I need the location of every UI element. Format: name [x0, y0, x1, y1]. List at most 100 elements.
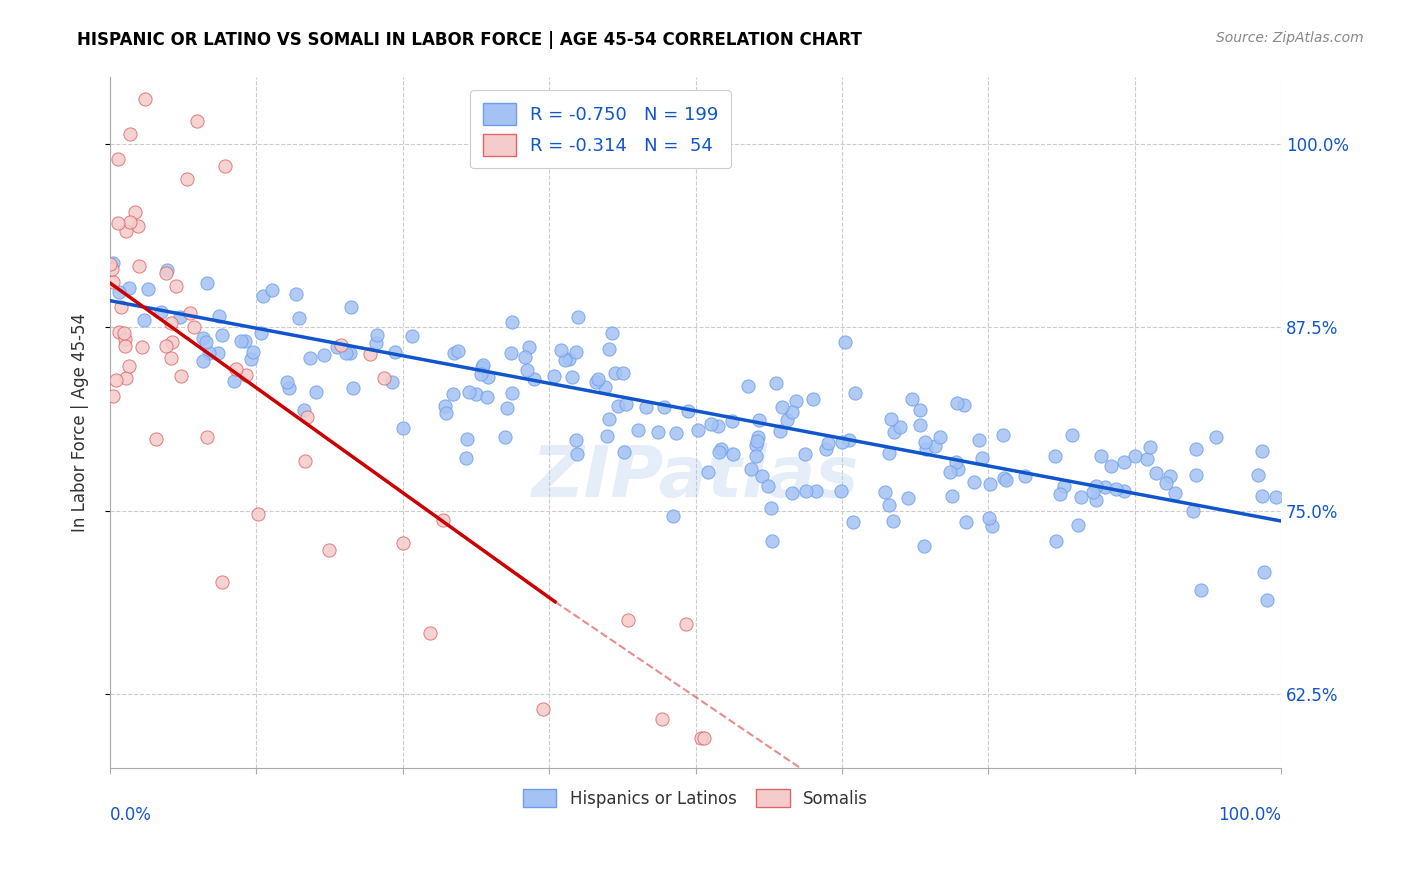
Point — [946, 396, 969, 410]
Point — [675, 617, 697, 632]
Text: 0.0%: 0.0% — [110, 805, 152, 823]
Point — [939, 465, 962, 479]
Point — [1139, 440, 1161, 454]
Point — [1085, 493, 1108, 508]
Point — [392, 420, 415, 434]
Point — [229, 334, 252, 349]
Point — [160, 316, 183, 330]
Point — [1154, 475, 1177, 490]
Point — [401, 329, 423, 343]
Point — [494, 430, 516, 444]
Point — [103, 389, 125, 403]
Point — [676, 404, 699, 418]
Point — [366, 328, 388, 343]
Point — [765, 376, 787, 390]
Point — [1060, 428, 1083, 442]
Point — [191, 354, 214, 368]
Point — [443, 346, 465, 360]
Point — [700, 417, 723, 432]
Point — [207, 346, 229, 360]
Point — [955, 515, 977, 529]
Point — [118, 359, 141, 373]
Point — [877, 446, 900, 460]
Point — [693, 731, 716, 746]
Point — [565, 344, 588, 359]
Point — [585, 375, 607, 389]
Point — [292, 402, 315, 417]
Point — [1250, 489, 1272, 503]
Point — [1084, 479, 1107, 493]
Point — [991, 428, 1014, 442]
Point — [295, 409, 318, 424]
Point — [963, 475, 986, 490]
Point — [972, 450, 994, 465]
Point — [194, 334, 217, 349]
Point — [662, 508, 685, 523]
Point — [531, 702, 554, 716]
Point — [952, 398, 974, 412]
Point — [475, 390, 498, 404]
Point — [214, 159, 236, 173]
Point — [225, 362, 247, 376]
Point — [945, 455, 967, 469]
Point — [432, 512, 454, 526]
Point — [103, 255, 125, 269]
Point — [242, 344, 264, 359]
Point — [565, 434, 588, 448]
Point — [1205, 430, 1227, 444]
Point — [883, 425, 905, 439]
Point — [208, 309, 231, 323]
Point — [595, 380, 617, 394]
Point — [803, 392, 825, 407]
Point — [652, 401, 675, 415]
Point — [914, 442, 936, 457]
Point — [1066, 517, 1088, 532]
Point — [110, 300, 132, 314]
Point — [118, 281, 141, 295]
Point — [776, 413, 799, 427]
Point — [384, 345, 406, 359]
Point — [558, 352, 581, 367]
Text: Source: ZipAtlas.com: Source: ZipAtlas.com — [1216, 31, 1364, 45]
Point — [979, 477, 1001, 491]
Point — [770, 400, 793, 414]
Point — [107, 285, 129, 299]
Point — [134, 313, 156, 327]
Point — [517, 340, 540, 354]
Point — [1164, 486, 1187, 500]
Point — [598, 342, 620, 356]
Point — [1185, 442, 1208, 456]
Point — [335, 346, 357, 360]
Point — [1053, 479, 1076, 493]
Point — [276, 375, 298, 389]
Point — [197, 430, 219, 444]
Point — [565, 447, 588, 461]
Point — [941, 490, 963, 504]
Point — [107, 325, 129, 339]
Point — [740, 462, 762, 476]
Point — [707, 418, 730, 433]
Point — [128, 259, 150, 273]
Point — [285, 287, 308, 301]
Point — [543, 369, 565, 384]
Point — [329, 337, 352, 351]
Point — [908, 403, 931, 417]
Point — [359, 347, 381, 361]
Point — [665, 425, 688, 440]
Point — [550, 343, 572, 358]
Point — [364, 335, 387, 350]
Point — [1264, 491, 1286, 505]
Point — [434, 406, 457, 420]
Point — [1250, 443, 1272, 458]
Point — [554, 353, 576, 368]
Point — [914, 539, 936, 553]
Point — [1090, 449, 1112, 463]
Point — [235, 334, 257, 349]
Point — [471, 360, 494, 375]
Point — [614, 397, 637, 411]
Point — [211, 328, 233, 343]
Point — [419, 626, 441, 640]
Point — [391, 536, 413, 550]
Point — [1256, 592, 1278, 607]
Point — [598, 412, 620, 426]
